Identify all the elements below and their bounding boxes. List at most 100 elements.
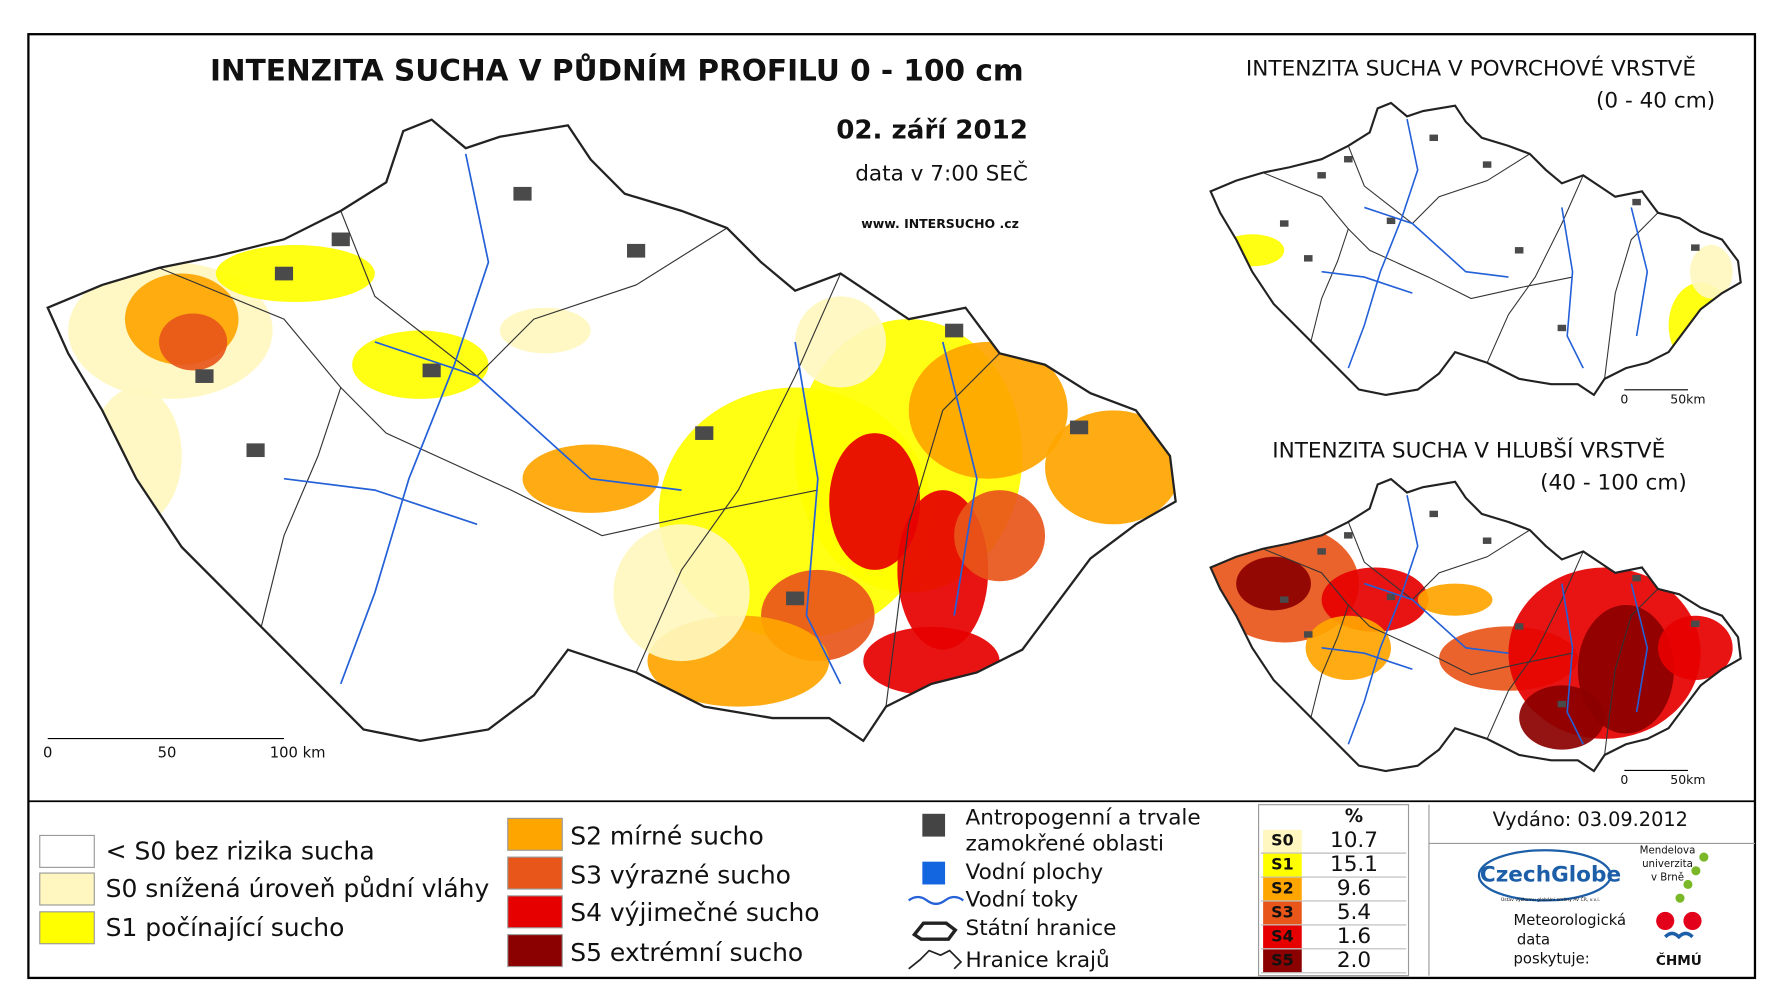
legend-label: S1 počínající sucho [106,913,345,942]
region-border [1486,551,1584,740]
region-border [1347,228,1573,300]
urban-area [1344,532,1353,539]
urban-area [1386,217,1396,225]
urban-area [945,323,964,338]
legend: < S0 bez rizika sucha S0 snížená úroveň p… [39,805,1201,973]
region-border [1347,145,1531,225]
drought-area [215,245,375,303]
feature-label: Státní hranice [966,916,1117,941]
drought-area [1305,615,1392,680]
stats-class-cell [1263,925,1302,949]
drought-area [954,490,1046,582]
mendel: univerzita [1642,858,1693,870]
river [1321,647,1413,671]
legend-swatch [39,911,95,945]
main-map [46,118,1177,742]
urban-area [1632,574,1641,582]
region-border [1486,175,1584,364]
state-border-icon [911,921,958,941]
drought-area [908,341,1068,479]
region-border [1262,548,1349,718]
river [1561,583,1584,745]
legend-label: S2 mírné sucho [570,822,764,851]
river [1561,207,1584,369]
legend-swatch [507,895,563,929]
urban-area [1482,537,1492,544]
urban-area [195,369,214,383]
drought-area [1689,244,1733,299]
urban-area [1317,548,1326,555]
urban-area [274,266,294,281]
stats-value: 10.7 [1330,828,1378,853]
stats-class: S3 [1271,902,1293,921]
urban-area [1514,623,1524,630]
urban-area [1557,324,1567,332]
feature-label: zamokřené oblasti [966,832,1165,857]
feature-label: Hranice krajů [966,948,1110,973]
mendel-dots [1675,852,1709,903]
issued: Vydáno: 03.09.2012 [1493,808,1688,831]
logo-ring [1477,849,1612,902]
stats-rows: S0 10.7 S1 15.1 S2 9.6 S3 5.4 S4 1.6 S5 2.0 [1260,828,1407,974]
stats-value: 2.0 [1337,948,1371,973]
provider: Meteorologická [1514,912,1627,929]
region-border [1604,212,1659,379]
deep-depth: (40 - 100 cm) [1540,470,1687,495]
drought-area [1657,615,1733,680]
drought-area [829,433,921,570]
water-icon [922,861,946,885]
deep-title: INTENZITA SUCHA V HLUBŠÍ VRSTVĚ [1272,437,1665,463]
website: www. INTERSUCHO .cz [861,216,1019,231]
mendel: v Brně [1651,872,1684,884]
urban-area [1557,700,1567,708]
feature-label: Antropogenní a trvale [966,805,1201,830]
urban-area [331,232,350,247]
river [1347,495,1419,745]
feature-label: Vodní plochy [966,860,1104,885]
deep-map [1209,478,1742,773]
legend-label: < S0 bez rizika sucha [106,837,375,866]
river [1321,270,1413,294]
urban-area [1303,255,1313,262]
drought-area [499,307,591,354]
drought-area [1417,583,1493,616]
stats-class: S5 [1271,950,1293,969]
drought-area [1236,556,1311,611]
stats-class-cell [1263,877,1302,901]
river [1364,206,1509,278]
urban-area [513,186,532,201]
river [1630,207,1649,337]
drought-areas [68,186,1176,707]
region-border-icon [908,949,963,970]
urban-area [786,591,805,606]
surface-title: INTENZITA SUCHA V POVRCHOVÉ VRSTVĚ [1246,56,1696,82]
region-border [1262,172,1349,342]
river [1347,118,1419,369]
czechglobe-sub: Ústav výzkumu globální změny AV ČR, v.v.… [1501,896,1600,903]
stats-class-cell [1263,949,1302,973]
urban-area [1344,156,1353,163]
urban-area [1691,244,1700,251]
region-border [635,273,842,673]
urban-area [1691,620,1700,627]
river [283,477,478,526]
region-border [340,210,728,377]
stats-header: % [1345,806,1363,827]
stats-class: S1 [1271,855,1293,874]
drought-area [352,330,489,399]
main-title: INTENZITA SUCHA V PŮDNÍM PROFILU 0 - 100… [210,51,1024,87]
urban-area [1429,134,1439,142]
drought-area [613,524,750,662]
legend-swatch [39,872,95,906]
legend-label: S5 extrémní sucho [570,938,803,967]
urban-area [627,243,646,258]
provider: data [1517,931,1550,948]
urban-area [246,443,265,458]
scale-label: 0 [1620,392,1628,407]
drought-area [159,313,228,371]
region-border [1347,604,1573,676]
urban-area [1386,593,1396,601]
drought-area [1321,567,1429,632]
